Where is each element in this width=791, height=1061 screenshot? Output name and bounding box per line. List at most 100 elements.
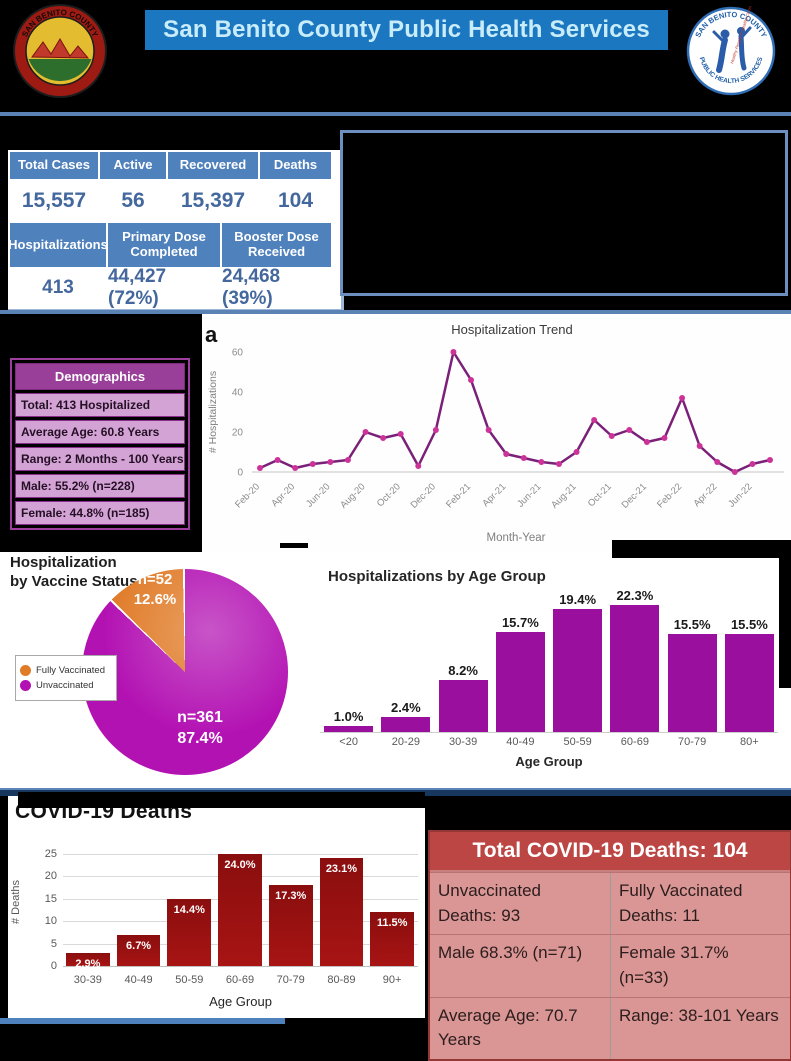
- trend-marker: [626, 427, 633, 433]
- trend-marker: [573, 449, 580, 455]
- black-overlay-bar: [18, 792, 425, 808]
- trend-marker: [731, 469, 738, 475]
- trend-marker: [555, 461, 562, 467]
- trend-panel-note: a: [205, 322, 218, 347]
- trend-xtick: Jun-22: [726, 481, 754, 509]
- stats-value-hospitalizations: 413: [10, 269, 106, 307]
- age-category-label: 70-79: [678, 736, 707, 748]
- table-row: Average Age: 70.7 Years Range: 38-101 Ye…: [430, 996, 790, 1059]
- trend-xtick: Oct-21: [586, 481, 614, 509]
- trend-marker: [503, 451, 510, 457]
- stats-header-deaths: Deaths: [260, 152, 331, 179]
- trend-xtick: Feb-22: [655, 481, 684, 510]
- hospitalization-trend-panel: a Hospitalization Trend # Hospitalization…: [202, 314, 791, 552]
- deaths-unvaccinated-cell: Unvaccinated Deaths: 93: [438, 881, 542, 925]
- deaths-chart-xlabel: Age Group: [209, 994, 272, 1009]
- demographics-range: Range: 2 Months - 100 Years: [15, 447, 185, 471]
- deaths-category-label: 40-49: [124, 974, 153, 986]
- deaths-bar: [319, 858, 364, 966]
- stats-header-booster-dose: Booster Dose Received: [222, 223, 331, 267]
- demographics-female: Female: 44.8% (n=185): [15, 501, 185, 525]
- dashboard-page: { "header": { "title": "San Benito Count…: [0, 4, 791, 1061]
- trend-marker: [415, 463, 422, 469]
- deaths-bar-value-label: 2.9%: [75, 957, 101, 970]
- stats-header-hospitalizations: Hospitalizations: [8, 223, 108, 267]
- age-bar: [381, 716, 431, 732]
- age-bar-item: 1.0%: [320, 588, 377, 732]
- stats-header-primary-dose: Primary Dose Completed: [108, 223, 220, 267]
- age-category-label: 40-49: [506, 736, 535, 748]
- total-deaths-table: Total COVID-19 Deaths: 104 Unvaccinated …: [428, 830, 791, 1061]
- deaths-category-label: 60-69: [225, 974, 255, 986]
- trend-xtick: Dec-20: [409, 481, 438, 510]
- trend-marker: [380, 435, 387, 441]
- trend-ylabel: # Hospitalizations: [207, 371, 219, 453]
- trend-ytick: 40: [232, 388, 244, 399]
- trend-xlabel: Month-Year: [486, 532, 545, 544]
- deaths-ytick: 10: [44, 915, 57, 927]
- fully-vaccinated-dot-icon: [20, 665, 31, 676]
- age-group-bar-chart: 1.0% 2.4% 8.2% 15.7% 19.4% 22.3% 15.5% 15.5%: [320, 588, 778, 732]
- bottom-blue-strip: [0, 1018, 285, 1024]
- age-category-label: 20-29: [391, 736, 420, 748]
- trend-marker: [309, 461, 316, 467]
- trend-xtick: Aug-21: [549, 481, 578, 510]
- black-right-edge-strip: [779, 558, 791, 688]
- demographics-average-age: Average Age: 60.8 Years: [15, 420, 185, 444]
- deaths-bar-value-label: 24.0%: [224, 858, 256, 871]
- trend-marker: [767, 457, 773, 463]
- trend-marker: [327, 459, 334, 465]
- age-bar-value-label: 1.0%: [333, 708, 364, 724]
- deaths-bar: [66, 952, 110, 966]
- covid-deaths-chart-panel: COVID-19 Deaths # Deaths Age Group 0 5 10 1…: [8, 796, 425, 1018]
- deaths-ytick: 5: [50, 937, 57, 950]
- deaths-bar: [370, 912, 414, 966]
- age-bar-value-label: 15.7%: [501, 615, 539, 631]
- age-group-chart-title: Hospitalizations by Age Group: [328, 568, 546, 585]
- pie-label-fully-vaccinated: n=52 12.6%: [133, 571, 177, 608]
- age-bar-value-label: 2.4%: [391, 699, 421, 715]
- age-bar: [724, 633, 774, 732]
- trend-xtick: Dec-21: [620, 481, 649, 510]
- age-category-label: <20: [339, 736, 358, 748]
- trend-xtick: Feb-21: [444, 481, 473, 510]
- age-bar: [610, 605, 660, 732]
- stats-header-recovered: Recovered: [168, 152, 258, 179]
- county-seal-logo: SAN BENITO COUNTY: [13, 4, 107, 98]
- age-bar: [553, 608, 603, 732]
- demographics-total: Total: 413 Hospitalized: [15, 393, 185, 417]
- pie-label-unvaccinated: n=361 87.4%: [177, 709, 223, 747]
- deaths-bar-value-label: 17.3%: [275, 890, 307, 902]
- age-bar-item: 8.2%: [435, 588, 492, 732]
- age-bar: [495, 632, 545, 732]
- trend-marker: [661, 435, 668, 441]
- deaths-bar: [116, 934, 161, 966]
- deaths-female-cell: Female 31.7% (n=33): [610, 935, 790, 997]
- trend-marker: [450, 349, 457, 355]
- stats-header-total-cases: Total Cases: [10, 152, 98, 179]
- page-title: San Benito County Public Health Services: [163, 16, 650, 43]
- trend-marker: [608, 433, 615, 439]
- stats-value-deaths: 104: [260, 181, 331, 221]
- trend-xtick: Apr-21: [480, 481, 508, 509]
- trend-marker: [468, 377, 475, 383]
- table-row: Unvaccinated Deaths: 93 Fully Vaccinated…: [430, 872, 790, 935]
- trend-marker: [643, 439, 650, 445]
- deaths-table-title: Total COVID-19 Deaths: 104: [430, 832, 790, 872]
- age-bar-item: 22.3%: [606, 588, 663, 732]
- stats-header-active: Active: [100, 152, 166, 179]
- trend-xtick: Aug-20: [338, 481, 367, 510]
- trend-chart-title: Hospitalization Trend: [451, 322, 572, 337]
- deaths-chart-ylabel: # Deaths: [10, 879, 23, 925]
- age-category-label: 60-69: [620, 736, 649, 748]
- deaths-category-label: 30-39: [73, 974, 102, 986]
- unvaccinated-dot-icon: [20, 680, 31, 691]
- deaths-bar: [218, 853, 262, 966]
- deaths-ytick: 0: [50, 960, 57, 972]
- age-bar-value-label: 19.4%: [559, 591, 597, 607]
- trend-marker: [257, 465, 263, 471]
- age-category-label: 30-39: [449, 736, 478, 748]
- stats-value-recovered: 15,397: [168, 181, 258, 221]
- age-bar-value-label: 22.3%: [616, 588, 654, 603]
- demographics-male: Male: 55.2% (n=228): [15, 474, 185, 498]
